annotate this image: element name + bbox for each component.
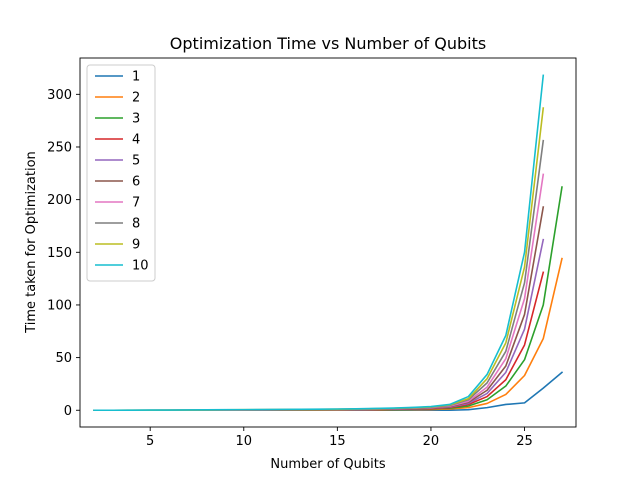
x-tick-label: 15 (329, 434, 346, 449)
legend-label-4: 4 (132, 133, 140, 148)
legend-label-7: 7 (132, 196, 140, 211)
y-axis: 0 50 100 150 200 250 300 (47, 88, 80, 419)
y-tick-label: 50 (55, 351, 72, 366)
legend-label-10: 10 (132, 259, 149, 274)
x-axis-label: Number of Qubits (270, 457, 385, 472)
legend-label-1: 1 (132, 70, 140, 85)
legend-label-6: 6 (132, 175, 140, 190)
y-axis-label: Time taken for Optimization (24, 151, 39, 334)
series-line-10 (93, 74, 545, 412)
x-tick-label: 25 (516, 434, 533, 449)
y-tick-label: 100 (47, 298, 72, 313)
y-tick-label: 0 (64, 404, 72, 419)
y-tick-label: 300 (47, 88, 72, 103)
legend-label-8: 8 (132, 217, 140, 232)
series-lines (93, 74, 564, 412)
y-tick-label: 200 (47, 193, 72, 208)
legend: 1 2 3 4 5 6 7 8 9 10 (86, 64, 156, 282)
plot-frame (79, 57, 577, 428)
x-tick-label: 5 (146, 434, 154, 449)
chart-title: Optimization Time vs Number of Qubits (170, 34, 486, 53)
y-tick-label: 150 (47, 246, 72, 261)
legend-label-2: 2 (132, 91, 140, 106)
legend-label-9: 9 (132, 238, 140, 253)
legend-label-3: 3 (132, 112, 140, 127)
x-axis: 5 10 15 20 25 (146, 427, 533, 449)
x-tick-label: 10 (236, 434, 253, 449)
x-tick-label: 20 (423, 434, 440, 449)
legend-box (86, 64, 156, 282)
y-tick-label: 250 (47, 140, 72, 155)
legend-label-5: 5 (132, 154, 140, 169)
plot-area (79, 57, 577, 428)
